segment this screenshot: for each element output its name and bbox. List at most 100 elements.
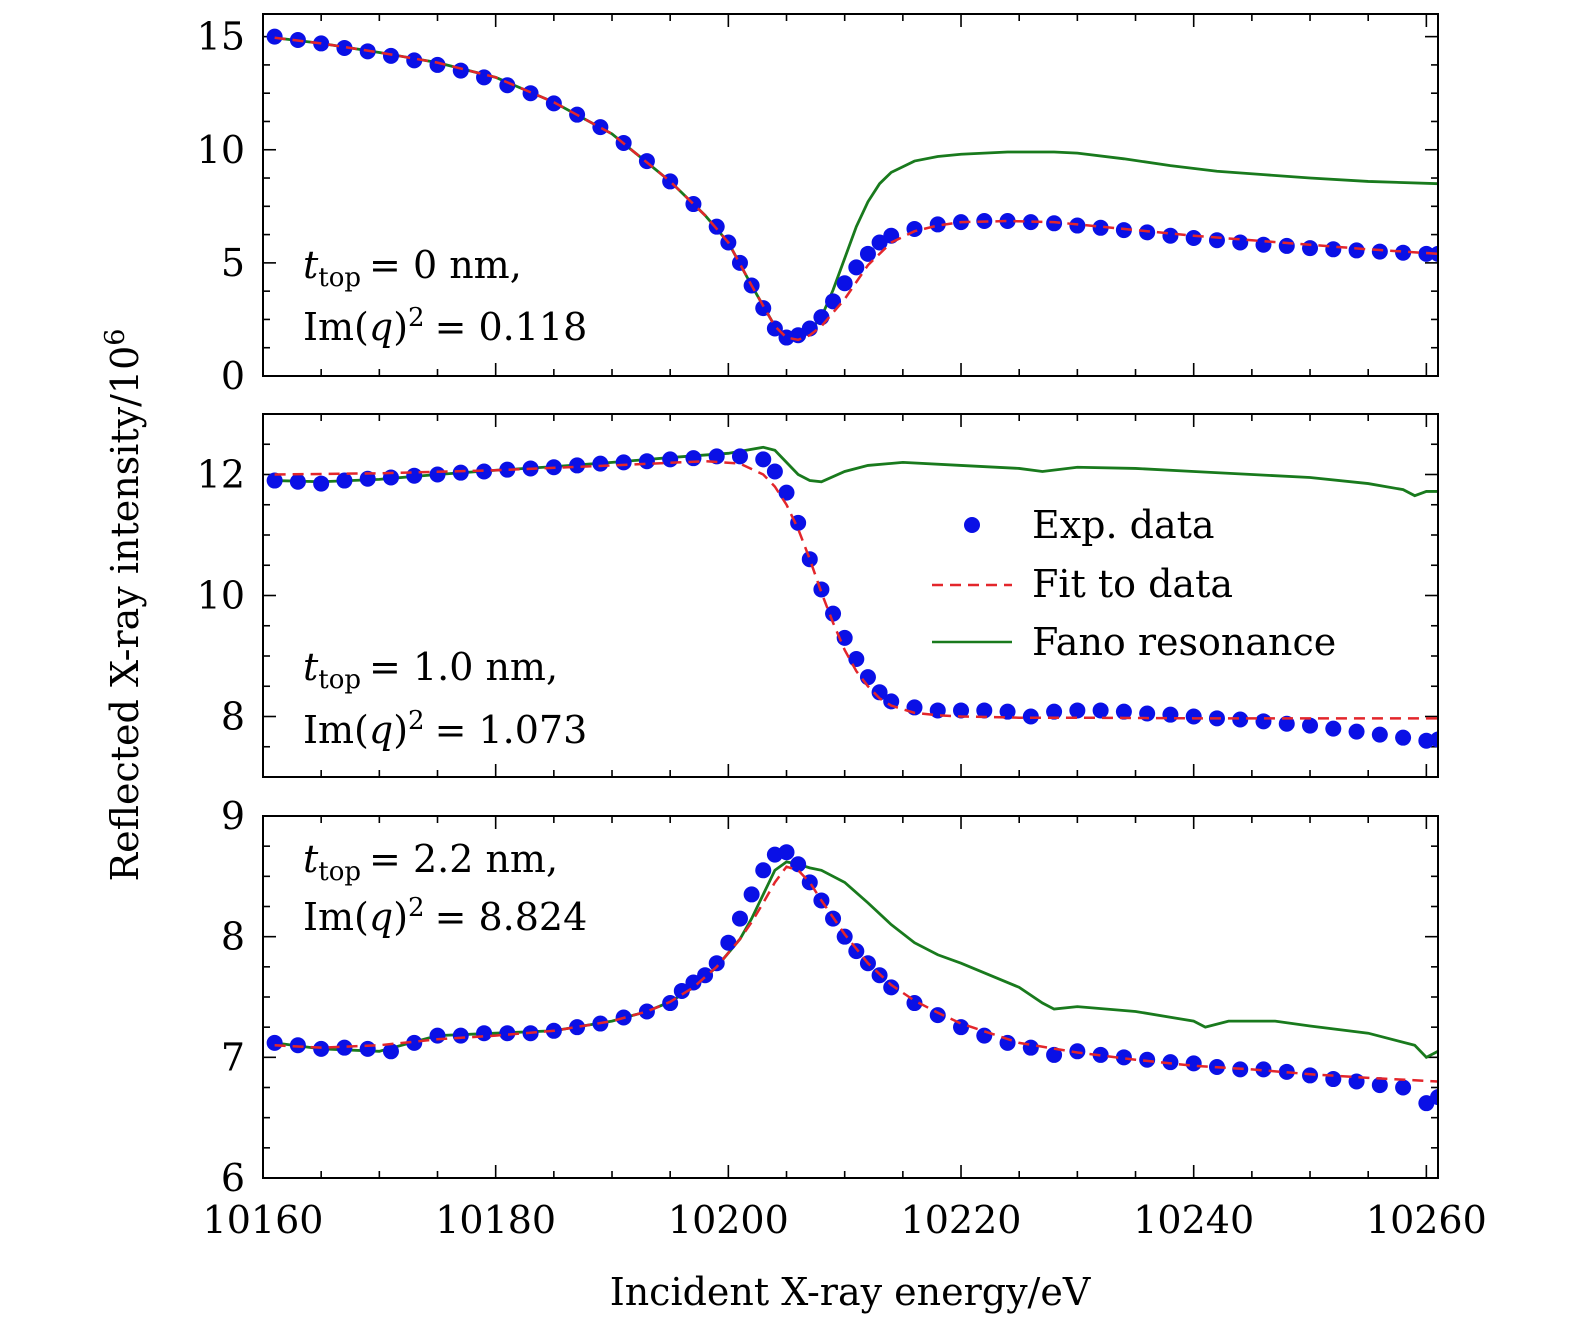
exp-data-point [708, 448, 725, 465]
exp-data-point [708, 955, 725, 972]
exp-data-point [1302, 240, 1319, 257]
exp-data-point [743, 886, 760, 903]
exp-data-point [1255, 1061, 1272, 1078]
exp-data-point [731, 448, 748, 465]
exp-data-point [1348, 242, 1365, 259]
exp-data-point [1092, 219, 1109, 236]
exp-data-point [825, 293, 842, 310]
panel-3: 6 7 8 9 ttop = 2.2 nm, Im(q)2 = 8.824 [221, 794, 1439, 1200]
exp-data-point [313, 475, 330, 492]
exp-data-point [1092, 702, 1109, 719]
exp-data-point [778, 484, 795, 501]
series-fano-resonance [274, 445, 1438, 498]
exp-data-point [406, 1034, 423, 1051]
exp-data-point [871, 684, 888, 701]
y-tick-label: 15 [197, 15, 245, 59]
exp-data-point [336, 472, 353, 489]
series-fano-resonance [274, 36, 1438, 339]
y-tick-label: 0 [221, 354, 245, 398]
exp-data-point [836, 928, 853, 945]
x-tick-label: 10200 [668, 1198, 789, 1242]
exp-data-point [406, 52, 423, 69]
exp-data-point [662, 451, 679, 468]
exp-data-point [1185, 229, 1202, 246]
exp-data-point [1325, 720, 1342, 737]
exp-data-point [801, 551, 818, 568]
exp-data-point [1255, 236, 1272, 253]
exp-data-point [720, 934, 737, 951]
exp-data-point [929, 1007, 946, 1024]
exp-data-point [673, 982, 690, 999]
exp-data-point [569, 457, 586, 474]
exp-data-point [825, 605, 842, 622]
exp-data-point [755, 300, 772, 317]
y-axis-title: Reflected X-ray intensity/106 [100, 329, 147, 882]
exp-data-point [1302, 717, 1319, 734]
exp-data-point [382, 1043, 399, 1060]
panel-frame [262, 413, 1439, 778]
exp-data-point [615, 454, 632, 471]
annotation-thickness: ttop = 1.0 nm, [303, 645, 558, 695]
exp-data-point [1115, 703, 1132, 720]
exp-data-point [1115, 1049, 1132, 1066]
legend: Exp. data Fit to data Fano resonance [932, 503, 1336, 664]
exp-data-point [1162, 706, 1179, 723]
y-tick-label: 8 [221, 915, 245, 959]
exp-data-point [476, 463, 493, 480]
exp-data-point [336, 39, 353, 56]
plot-area [266, 28, 1438, 346]
exp-data-point [999, 703, 1016, 720]
exp-data-point [592, 455, 609, 472]
exp-data-point [836, 275, 853, 292]
exp-data-point [976, 1027, 993, 1044]
y-tick-label: 12 [197, 453, 245, 497]
y-tick-label: 8 [221, 695, 245, 739]
exp-data-point [1208, 232, 1225, 249]
exp-data-point [1232, 234, 1249, 251]
exp-data-point [359, 1040, 376, 1057]
exp-data-point [1395, 244, 1412, 261]
exp-data-point [953, 702, 970, 719]
exp-data-point [848, 259, 865, 276]
exp-data-point [883, 979, 900, 996]
exp-data-point [766, 463, 783, 480]
annotation-imq: Im(q)2 = 8.824 [303, 893, 587, 939]
exp-data-point [1430, 731, 1438, 748]
exp-data-point [638, 453, 655, 470]
exp-data-point [406, 467, 423, 484]
annotation-thickness: ttop = 2.2 nm, [303, 837, 558, 887]
exp-data-point [1069, 702, 1086, 719]
exp-data-point [1185, 1055, 1202, 1072]
exp-data-point [976, 702, 993, 719]
exp-data-point [359, 470, 376, 487]
exp-data-point [638, 1003, 655, 1020]
exp-data-point [1430, 1089, 1438, 1106]
exp-data-point [499, 1025, 516, 1042]
exp-data-point [1371, 726, 1388, 743]
legend-label-fit-to-data: Fit to data [1032, 562, 1233, 606]
exp-data-point [452, 1027, 469, 1044]
exp-data-point [569, 1019, 586, 1036]
exp-data-point [1348, 723, 1365, 740]
exp-data-point [266, 472, 283, 489]
exp-data-point [1371, 243, 1388, 260]
exp-data-point [929, 216, 946, 233]
exp-data-point [1395, 729, 1412, 746]
exp-data-point [731, 910, 748, 927]
x-tick-label: 10260 [1366, 1198, 1487, 1242]
exp-data-point [1232, 711, 1249, 728]
chart-panels: 0 5 10 15 ttop = 0 nm, Im(q)2 = 0.118 8 10 12 ttop =… [197, 13, 1487, 1242]
exp-data-point [1371, 1077, 1388, 1094]
x-tick-label: 10180 [435, 1198, 556, 1242]
series-fano-resonance [274, 860, 1438, 1060]
exp-data-point [953, 1019, 970, 1036]
x-tick-label: 10160 [203, 1198, 324, 1242]
x-axis-title: Incident X-ray energy/eV [610, 1270, 1091, 1314]
exp-data-point [848, 943, 865, 960]
exp-data-point [1046, 1046, 1063, 1063]
exp-data-point [289, 473, 306, 490]
exp-data-point [1278, 715, 1295, 732]
exp-data-point [1022, 1039, 1039, 1056]
panel-frame [262, 815, 1439, 1179]
